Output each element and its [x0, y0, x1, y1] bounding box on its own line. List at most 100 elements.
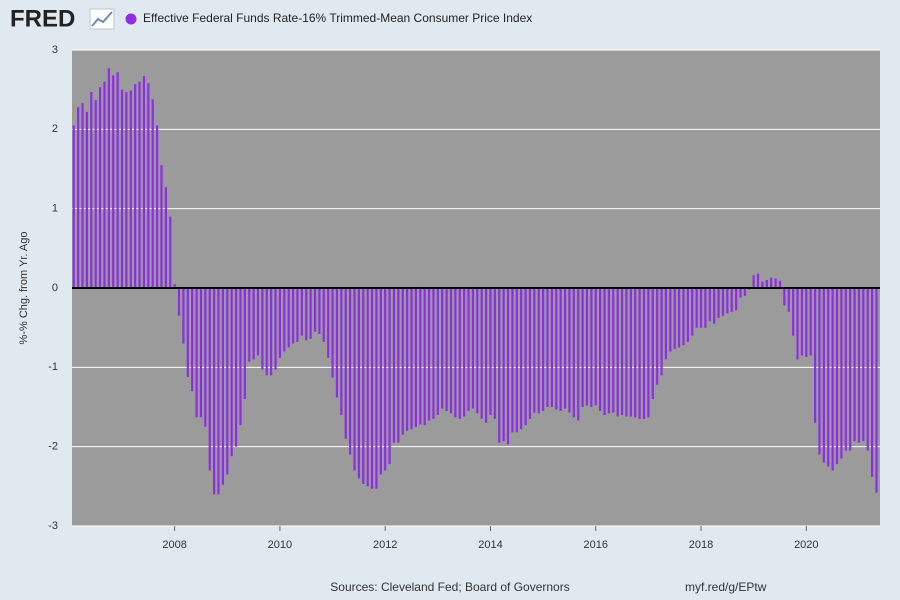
bar: [800, 288, 804, 356]
bar: [849, 288, 852, 451]
bar: [765, 280, 768, 288]
bar: [743, 288, 746, 296]
bar: [656, 288, 659, 385]
bar: [857, 288, 861, 443]
bar: [647, 288, 650, 418]
bar: [546, 288, 549, 407]
bar: [735, 288, 738, 311]
bar: [191, 288, 194, 392]
bar: [94, 99, 97, 288]
bar: [449, 288, 453, 414]
bar: [528, 288, 532, 419]
x-tick-label: 2010: [268, 539, 292, 551]
bar: [537, 288, 540, 414]
bar: [515, 288, 518, 433]
bar: [72, 125, 75, 288]
bar: [796, 288, 799, 360]
bar: [511, 288, 514, 433]
bar: [555, 288, 558, 410]
bar: [90, 92, 93, 289]
y-tick-label: 3: [52, 44, 58, 56]
bar: [335, 288, 339, 398]
bar: [739, 288, 742, 298]
bar: [559, 288, 562, 411]
bar: [787, 288, 790, 312]
bar: [502, 288, 505, 442]
bar: [414, 288, 417, 427]
logo-icon: [89, 8, 115, 30]
bar: [129, 90, 132, 289]
bar: [221, 288, 225, 485]
bar: [445, 288, 448, 411]
bar: [809, 288, 812, 356]
bar: [432, 288, 435, 419]
bar: [348, 288, 352, 455]
bar: [169, 216, 172, 288]
bar: [862, 288, 865, 442]
bar: [125, 92, 128, 289]
bar: [840, 288, 843, 459]
bar: [577, 288, 580, 421]
bar: [427, 288, 431, 421]
bar: [783, 288, 786, 306]
bar: [370, 288, 374, 489]
y-tick-label: -3: [48, 520, 58, 532]
bar: [708, 288, 711, 322]
bar: [134, 84, 137, 288]
bar: [81, 103, 84, 288]
bar: [699, 288, 703, 328]
bar: [401, 288, 404, 435]
bar: [634, 288, 637, 418]
y-tick-label: 1: [52, 203, 58, 215]
bar: [204, 288, 207, 427]
bar: [651, 288, 654, 400]
bar: [142, 76, 146, 289]
bar: [677, 288, 681, 348]
bar: [366, 288, 369, 487]
bar: [581, 288, 584, 407]
bar: [827, 288, 830, 467]
bar: [669, 288, 672, 352]
bar: [103, 81, 106, 288]
bar: [664, 288, 668, 360]
x-tick-label: 2014: [478, 539, 502, 551]
bar: [493, 288, 496, 419]
bar: [590, 288, 593, 407]
bar: [195, 288, 198, 418]
bar: [568, 288, 571, 413]
bar: [160, 165, 163, 288]
bar: [682, 288, 685, 346]
bar: [454, 288, 457, 418]
bar: [489, 288, 492, 415]
bar: [239, 288, 242, 426]
bar: [182, 288, 185, 344]
bar: [721, 288, 725, 316]
bar: [234, 288, 238, 447]
y-tick-label: 0: [52, 282, 58, 294]
bar: [305, 288, 308, 341]
logo: FRED: [10, 5, 75, 32]
bar: [620, 288, 624, 415]
bar: [107, 68, 110, 288]
legend-marker: [125, 13, 137, 25]
bar: [226, 288, 229, 475]
bar: [274, 288, 277, 370]
bar: [695, 288, 698, 328]
bar: [752, 275, 755, 288]
bar: [726, 288, 729, 314]
bar: [756, 273, 760, 288]
bar: [612, 288, 615, 413]
bar: [770, 277, 773, 288]
bar: [436, 288, 439, 415]
bar: [818, 288, 821, 455]
bar: [375, 288, 378, 489]
x-tick-label: 2016: [584, 539, 608, 551]
bar: [388, 288, 391, 465]
bar: [164, 187, 167, 288]
bar: [520, 288, 523, 430]
bar: [379, 288, 382, 475]
bar: [550, 288, 554, 407]
bar: [717, 288, 720, 319]
bar: [638, 288, 641, 419]
bar: [208, 288, 211, 471]
